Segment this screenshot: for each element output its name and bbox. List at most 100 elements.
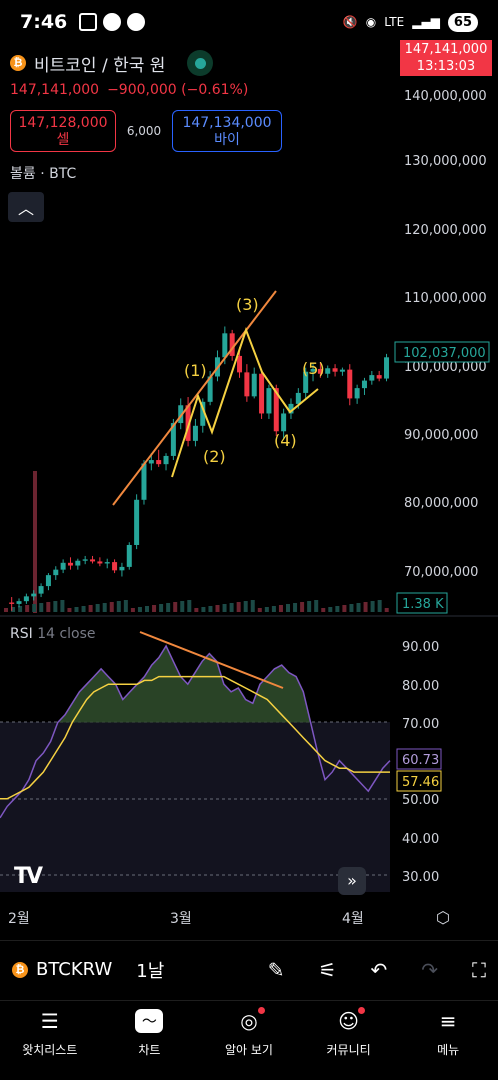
candle-body [38,586,44,594]
price-tick: 100,000,000 [404,360,487,375]
sell-button[interactable]: 147,128,000 셀 [10,110,116,152]
wave-path[interactable] [171,327,319,478]
last-price: 147,141,000 [10,82,100,98]
interval-selector[interactable]: 1날 [136,960,165,982]
volume-bar [363,602,368,612]
volume-bar [208,606,213,612]
pencil-icon[interactable]: ✎ [267,957,285,982]
indicators-icon[interactable]: ⚟ [318,957,337,982]
volume-bar [11,607,16,612]
rsi-value: 60.73 [402,753,439,768]
rsi-legend[interactable]: RSI 14 close [10,626,96,642]
rsi-tick: 70.00 [402,717,439,732]
chart-area[interactable]: (1) (2) (3) (4) (5) 140,000,000 130,000,… [0,44,498,944]
battery-indicator: 65 [447,12,478,32]
nav-community[interactable]: ☺ 커뮤니티 [299,1001,399,1080]
candle-body [354,388,360,399]
nav-watchlist[interactable]: ☰ 왓치리스트 [0,1001,100,1080]
rsi-ma-tag [396,770,442,792]
candle-body [170,423,176,456]
volume-bar [243,601,248,612]
chevron-up-icon: ︿ [17,199,34,218]
candle-body [229,333,235,356]
volume-bar [370,601,375,612]
rsi-divergence-line[interactable] [139,631,284,689]
volume-bar [109,602,114,612]
volume-bar [194,608,199,612]
rsi-params: 14 close [37,626,96,642]
volume-bar [116,601,121,612]
candle-body [295,392,301,404]
candle-body [141,463,147,500]
candle-body [237,355,243,373]
rsi-value-tag [396,748,442,770]
volume-bar [180,601,185,612]
symbol-header[interactable]: ₿ 비트코인 / 한국 원 [10,50,214,76]
volume-bar [137,607,142,612]
community-icon: ☺ [335,1007,365,1033]
rsi-tick: 40.00 [402,832,439,847]
rsi-overbought-fill [0,646,390,723]
collapse-legend-button[interactable]: ︿ [8,192,44,222]
buy-button[interactable]: 147,134,000 바이 [172,110,282,152]
volume-indicator-label[interactable]: 볼륨 · BTC [10,166,77,182]
price-tick: 140,000,000 [404,89,487,104]
candle-body [126,544,132,567]
spread-value: 6,000 [126,124,162,138]
candle-body [310,368,316,372]
volume-bar [130,608,135,612]
symbol-selector[interactable]: ₿ BTCKRW [12,959,112,980]
price-tick: 120,000,000 [404,223,487,238]
volume-bar [300,602,305,612]
volume-bar [377,600,382,612]
volume-bar [102,603,107,612]
rsi-tick: 50.00 [402,793,439,808]
candle-body [251,373,257,397]
price-chart-svg[interactable]: (1) (2) (3) (4) (5) 140,000,000 130,000,… [0,44,498,944]
volume-bar [67,608,72,612]
status-time: 7:46 [20,11,68,33]
nav-ideas[interactable]: ◎ 알아 보기 [199,1001,299,1080]
nav-label: 왓치리스트 [22,1043,78,1057]
nav-chart[interactable]: 〜 차트 [100,1001,200,1080]
volume-bar [39,603,44,612]
last-price-tag-time: 13:13:03 [416,59,476,74]
volume-tag [396,592,448,614]
candle-body [303,371,309,393]
chart-settings-icon[interactable]: ⬡ [436,908,450,927]
rsi-axis[interactable]: 90.00 80.00 70.00 50.00 40.00 30.00 [402,640,439,885]
rsi-title: RSI [10,626,33,642]
volume-bar [53,601,58,612]
x-axis-label: 4월 [342,911,364,927]
volume-bars [4,471,389,613]
fullscreen-icon[interactable]: ⛶ [472,957,486,982]
candle-body [112,562,118,571]
scroll-to-realtime-button[interactable]: » [338,867,366,895]
symbol-title[interactable]: 비트코인 / 한국 원 [34,55,166,76]
wave-label-4: (4) [274,431,297,450]
candle-body [178,405,184,424]
price-tick: 110,000,000 [404,291,487,306]
rsi-ma-line [0,675,390,800]
candle-body [207,376,213,402]
last-price-tag: 147,141,000 13:13:03 [400,40,492,76]
tradingview-logo[interactable]: TV [14,864,43,889]
volume-bar [356,603,361,612]
bottom-nav: ☰ 왓치리스트 〜 차트 ◎ 알아 보기 ☺ 커뮤니티 ≡ 메뉴 [0,1000,498,1080]
price-row: 147,141,000 −900,000 (−0.61%) [10,82,248,98]
candle-body [82,559,88,561]
nav-label: 차트 [138,1043,161,1057]
signal-icon: ▂▄▆ [412,15,440,29]
volume-bar [32,604,37,612]
candle-body [53,569,59,576]
nav-menu[interactable]: ≡ 메뉴 [398,1001,498,1080]
redo-icon[interactable]: ↷ [421,957,438,982]
trendline-upper[interactable] [112,290,277,506]
price-axis[interactable]: 140,000,000 130,000,000 120,000,000 110,… [404,89,487,580]
volume-bar [349,604,354,612]
toolbar-tools: ✎ ⚟ ↶ ↷ ⛶ [268,958,486,982]
candle-body [67,562,73,566]
market-status-icon[interactable] [187,50,214,76]
undo-icon[interactable]: ↶ [370,957,388,982]
notification-icons [79,13,146,31]
